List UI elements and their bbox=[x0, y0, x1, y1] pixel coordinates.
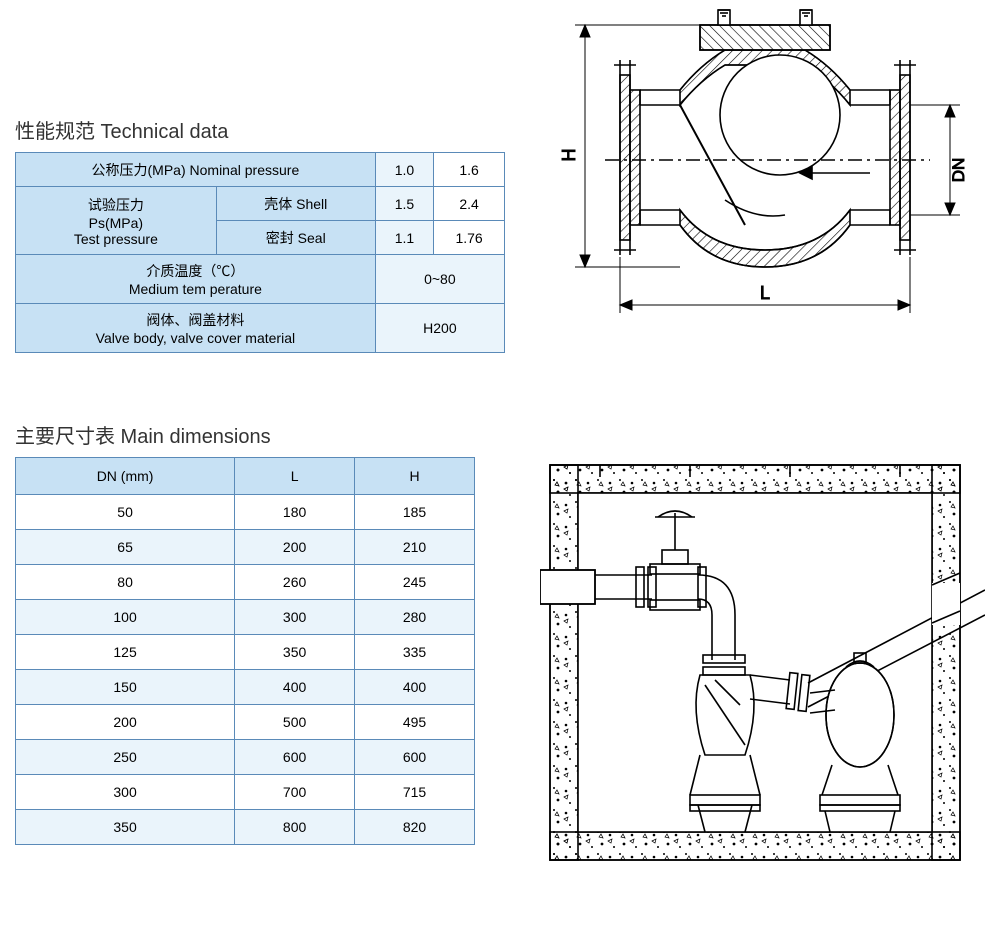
main-dimensions-table: DN (mm) L H 5018018565200210802602451003… bbox=[15, 457, 475, 845]
table-cell: 180 bbox=[235, 495, 355, 530]
table-cell: 400 bbox=[355, 670, 475, 705]
seal-v1: 1.1 bbox=[375, 221, 433, 255]
table-cell: 65 bbox=[16, 530, 235, 565]
seal-v2: 1.76 bbox=[434, 221, 505, 255]
material-value: H200 bbox=[375, 304, 504, 353]
table-cell: 350 bbox=[235, 635, 355, 670]
technical-data-table: 公称压力(MPa) Nominal pressure 1.0 1.6 试验压力 … bbox=[15, 152, 505, 353]
table-cell: 335 bbox=[355, 635, 475, 670]
table-cell: 150 bbox=[16, 670, 235, 705]
nominal-pressure-label: 公称压力(MPa) Nominal pressure bbox=[16, 153, 376, 187]
table-row: 200500495 bbox=[16, 705, 475, 740]
dim-label-H: H bbox=[559, 149, 579, 162]
valve-cross-section-diagram: H DN L bbox=[550, 5, 980, 325]
shell-label: 壳体 Shell bbox=[216, 187, 375, 221]
table-row: 50180185 bbox=[16, 495, 475, 530]
table-row: 350800820 bbox=[16, 810, 475, 845]
medium-temp-value: 0~80 bbox=[375, 255, 504, 304]
table-cell: 700 bbox=[235, 775, 355, 810]
table-cell: 200 bbox=[235, 530, 355, 565]
dim-label-DN: DN bbox=[949, 158, 968, 183]
table-cell: 280 bbox=[355, 600, 475, 635]
technical-data-title: 性能规范 Technical data bbox=[15, 115, 505, 144]
table-cell: 600 bbox=[235, 740, 355, 775]
table-cell: 245 bbox=[355, 565, 475, 600]
table-cell: 260 bbox=[235, 565, 355, 600]
dim-header-row: DN (mm) L H bbox=[16, 458, 475, 495]
main-dimensions-title: 主要尺寸表 Main dimensions bbox=[15, 420, 475, 449]
installation-schematic bbox=[540, 455, 985, 875]
nominal-pressure-v1: 1.0 bbox=[375, 153, 433, 187]
table-cell: 500 bbox=[235, 705, 355, 740]
table-cell: 400 bbox=[235, 670, 355, 705]
table-row: 250600600 bbox=[16, 740, 475, 775]
seal-label: 密封 Seal bbox=[216, 221, 375, 255]
material-label: 阀体、阀盖材料 Valve body, valve cover material bbox=[16, 304, 376, 353]
dim-col-dn: DN (mm) bbox=[16, 458, 235, 495]
table-cell: 300 bbox=[235, 600, 355, 635]
shell-v2: 2.4 bbox=[434, 187, 505, 221]
dim-label-L: L bbox=[760, 283, 770, 303]
dim-col-h: H bbox=[355, 458, 475, 495]
table-cell: 300 bbox=[16, 775, 235, 810]
table-cell: 50 bbox=[16, 495, 235, 530]
table-cell: 715 bbox=[355, 775, 475, 810]
table-row: 65200210 bbox=[16, 530, 475, 565]
table-cell: 210 bbox=[355, 530, 475, 565]
table-cell: 820 bbox=[355, 810, 475, 845]
nominal-pressure-v2: 1.6 bbox=[434, 153, 505, 187]
table-cell: 250 bbox=[16, 740, 235, 775]
table-row: 100300280 bbox=[16, 600, 475, 635]
medium-temp-label: 介质温度（℃） Medium tem perature bbox=[16, 255, 376, 304]
table-row: 150400400 bbox=[16, 670, 475, 705]
shell-v1: 1.5 bbox=[375, 187, 433, 221]
main-dimensions-section: 主要尺寸表 Main dimensions DN (mm) L H 501801… bbox=[15, 420, 475, 845]
table-cell: 80 bbox=[16, 565, 235, 600]
table-cell: 800 bbox=[235, 810, 355, 845]
table-cell: 100 bbox=[16, 600, 235, 635]
table-cell: 200 bbox=[16, 705, 235, 740]
table-row: 80260245 bbox=[16, 565, 475, 600]
table-row: 125350335 bbox=[16, 635, 475, 670]
table-row: 300700715 bbox=[16, 775, 475, 810]
table-cell: 125 bbox=[16, 635, 235, 670]
dim-col-l: L bbox=[235, 458, 355, 495]
test-pressure-label: 试验压力 Ps(MPa) Test pressure bbox=[16, 187, 217, 255]
table-cell: 185 bbox=[355, 495, 475, 530]
technical-data-section: 性能规范 Technical data 公称压力(MPa) Nominal pr… bbox=[15, 115, 505, 353]
table-cell: 600 bbox=[355, 740, 475, 775]
table-cell: 350 bbox=[16, 810, 235, 845]
table-cell: 495 bbox=[355, 705, 475, 740]
